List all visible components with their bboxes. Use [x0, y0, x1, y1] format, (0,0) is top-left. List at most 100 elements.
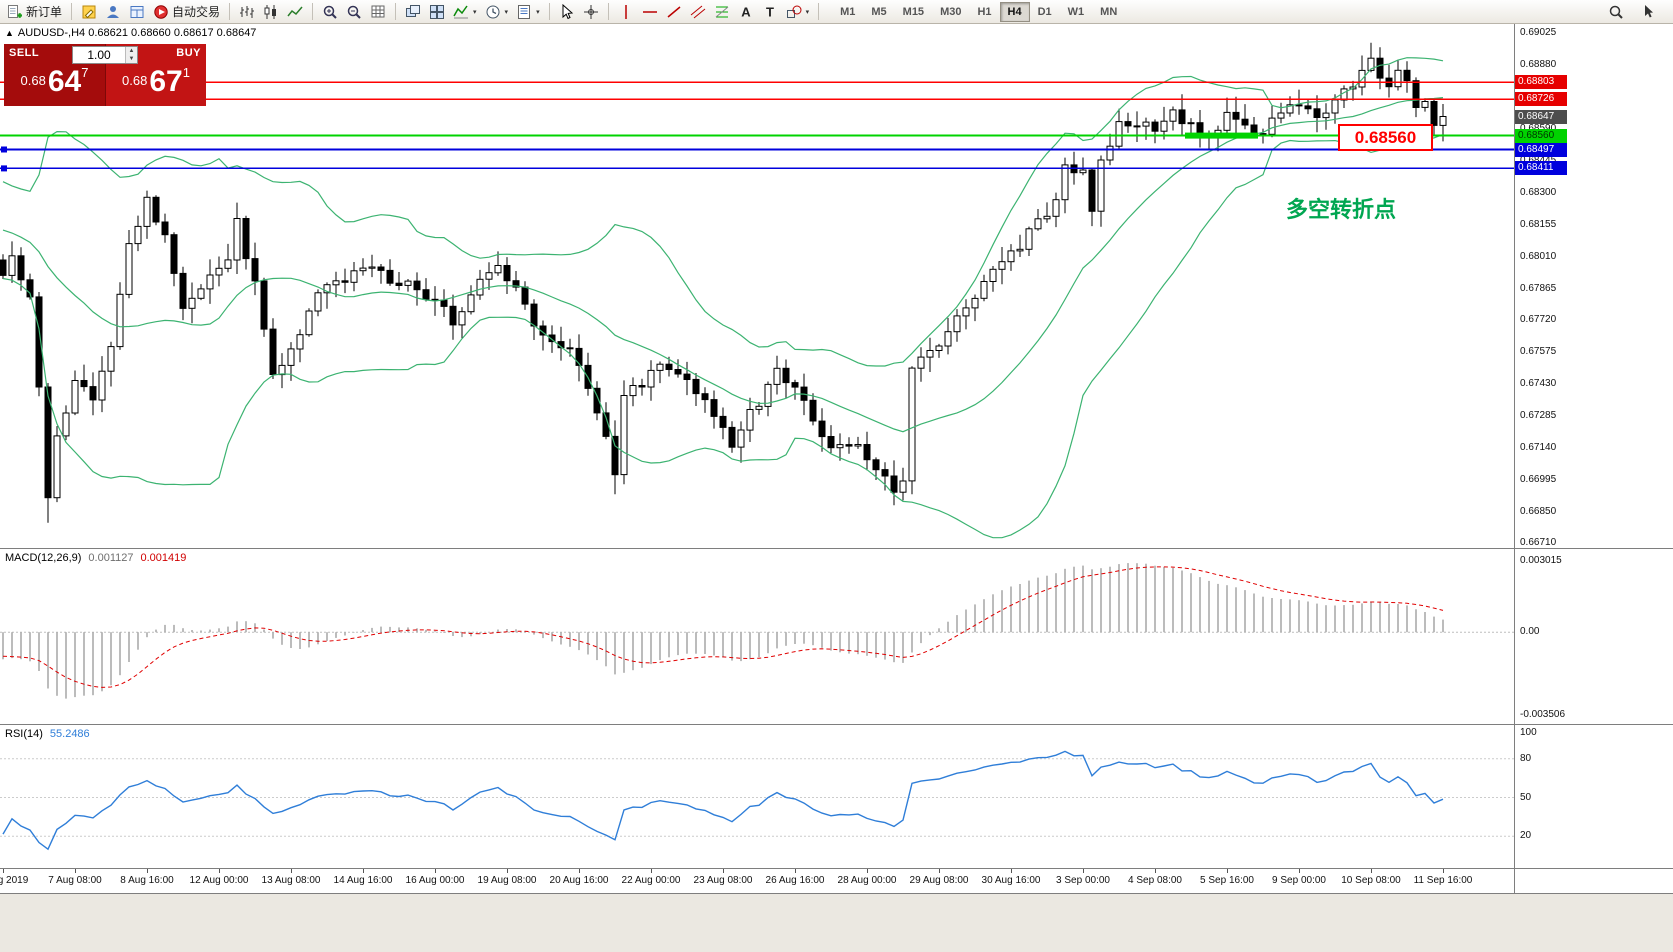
- rsi-indicator-pane[interactable]: RSI(14) 55.2486: [0, 725, 1514, 868]
- candles-icon: [264, 4, 277, 19]
- rsi-name: RSI(14): [5, 728, 43, 740]
- trendline-button[interactable]: [662, 1, 686, 23]
- timeframe-mn-button[interactable]: MN: [1100, 5, 1118, 18]
- templates-button[interactable]: ▾: [512, 1, 544, 23]
- chart-plot-area[interactable]: [0, 24, 1514, 548]
- price-level-label[interactable]: 0.68560: [1338, 124, 1433, 151]
- metaeditor-button[interactable]: [77, 1, 101, 23]
- time-label: 10 Sep 08:00: [1341, 875, 1401, 886]
- crosshair-button[interactable]: [579, 1, 603, 23]
- rsi-axis-label: 50: [1520, 791, 1532, 803]
- line-chart-button[interactable]: [283, 1, 307, 23]
- candlestick-chart-button[interactable]: [259, 1, 283, 23]
- timeframe-m15-button[interactable]: M15: [902, 5, 925, 18]
- volume-up-button[interactable]: ▲: [126, 47, 137, 55]
- profiles-button[interactable]: [101, 1, 125, 23]
- grid-icon: [371, 5, 385, 17]
- time-tick: [219, 869, 220, 873]
- sell-price-pipette: 7: [81, 65, 89, 80]
- data-window-button[interactable]: [125, 1, 149, 23]
- timeframe-m5-button[interactable]: M5: [871, 5, 887, 18]
- tile-windows-button[interactable]: [366, 1, 390, 23]
- cursor-icon: [562, 3, 573, 19]
- time-label: 20 Aug 16:00: [549, 875, 609, 886]
- trade-panel-toggle-icon[interactable]: ▲: [5, 28, 14, 38]
- buy-price-big: 67: [149, 65, 183, 98]
- timeframe-h4-button[interactable]: H4: [999, 1, 1030, 22]
- pane-divider[interactable]: [0, 868, 1673, 869]
- rsi-indicator-label: RSI(14) 55.2486: [5, 728, 90, 740]
- new-order-button[interactable]: 新订单: [3, 0, 66, 23]
- autotrading-icon: [154, 4, 168, 19]
- time-label: 7 Aug 08:00: [48, 875, 102, 886]
- toolbar-button-groups: 新订单 自动交易 ▾ ▾ ▾ A T ▾: [3, 0, 813, 23]
- zoom-out-button[interactable]: [342, 1, 366, 23]
- macd-indicator-label: MACD(12,26,9) 0.001127 0.001419: [5, 552, 186, 564]
- macd-indicator-pane[interactable]: MACD(12,26,9) 0.001127 0.001419: [0, 549, 1514, 724]
- timeframe-w1-button[interactable]: W1: [1067, 5, 1085, 18]
- vertical-line-button[interactable]: [614, 1, 638, 23]
- chart-ohlc-header: ▲ AUDUSD-,H4 0.68621 0.68660 0.68617 0.68…: [5, 27, 256, 39]
- arrows-button[interactable]: ▾: [782, 1, 814, 23]
- horizontal-line-button[interactable]: [638, 1, 662, 23]
- clock-icon: [486, 5, 500, 18]
- price-axis-label: 0.67285: [1520, 410, 1557, 422]
- volume-down-button[interactable]: ▼: [126, 55, 137, 63]
- macd-axis-label: -0.003506: [1520, 709, 1566, 720]
- cursor-button[interactable]: [555, 1, 579, 23]
- autotrading-button[interactable]: 自动交易: [149, 0, 224, 23]
- cascade-icon: [406, 4, 421, 17]
- time-tick: [795, 869, 796, 873]
- timeframe-m30-button[interactable]: M30: [940, 5, 962, 18]
- timeframe-m1-button[interactable]: M1: [840, 5, 856, 18]
- pointer-icon: [1645, 4, 1653, 17]
- dropdown-caret-icon: ▾: [805, 8, 810, 16]
- timeframe-h1-button[interactable]: H1: [977, 5, 992, 18]
- indicators-icon: [453, 5, 469, 18]
- bar-chart-button[interactable]: [235, 1, 259, 23]
- pane-divider[interactable]: [0, 724, 1673, 725]
- price-axis-label: 0.68880: [1520, 59, 1557, 71]
- text-label-button[interactable]: T: [758, 1, 782, 23]
- periods-button[interactable]: ▾: [481, 1, 513, 23]
- dropdown-caret-icon: ▾: [473, 8, 477, 16]
- price-axis-label: 0.68445: [1520, 154, 1557, 166]
- price-scale[interactable]: 0.690250.688800.687350.685900.684450.683…: [1515, 24, 1673, 893]
- zoom-in-button[interactable]: [318, 1, 342, 23]
- time-label: 9 Sep 00:00: [1272, 875, 1326, 886]
- sell-button[interactable]: SELL 0.68647: [4, 44, 105, 106]
- arrange-windows-button[interactable]: [425, 1, 449, 23]
- time-tick: [363, 869, 364, 873]
- fibonacci-button[interactable]: [710, 1, 734, 23]
- time-tick: [507, 869, 508, 873]
- time-scale[interactable]: 6 Aug 2019 7 Aug 08:00 8 Aug 16:00 12 Aug 0…: [0, 869, 1514, 893]
- one-click-trading-panel: SELL 0.68647 BUY 0.68671 1.00 ▲ ▼: [4, 44, 206, 106]
- volume-input[interactable]: 1.00 ▲ ▼: [72, 46, 138, 64]
- cascade-windows-button[interactable]: [401, 1, 425, 23]
- indicators-button[interactable]: ▾: [449, 1, 481, 23]
- rsi-plot-area[interactable]: [0, 725, 1514, 868]
- macd-plot-area[interactable]: [0, 549, 1514, 724]
- price-chart-pane[interactable]: ▲ AUDUSD-,H4 0.68621 0.68660 0.68617 0.68…: [0, 24, 1514, 548]
- pane-divider[interactable]: [0, 548, 1673, 549]
- metaeditor-icon: [82, 5, 96, 18]
- equidistant-channel-button[interactable]: [686, 1, 710, 23]
- sell-price-prefix: 0.68: [20, 73, 46, 88]
- label-icon: T: [766, 4, 774, 19]
- buy-button[interactable]: BUY 0.68671: [105, 44, 206, 106]
- price-axis-label: 0.66995: [1520, 473, 1557, 485]
- time-label: 12 Aug 00:00: [189, 875, 249, 886]
- time-label: 22 Aug 00:00: [621, 875, 681, 886]
- price-tag: 0.68726: [1515, 92, 1567, 107]
- search-button[interactable]: [1604, 1, 1628, 23]
- vline-icon: [624, 4, 627, 19]
- pointer-button[interactable]: [1636, 1, 1660, 23]
- main-toolbar: 新订单 自动交易 ▾ ▾ ▾ A T ▾ M1 M5 M15 M30 H1 H4 D1 W1 MN: [0, 0, 1673, 24]
- timeframe-d1-button[interactable]: D1: [1037, 5, 1052, 18]
- time-label: 11 Sep 16:00: [1413, 875, 1473, 886]
- time-tick: [867, 869, 868, 873]
- text-button[interactable]: A: [734, 1, 758, 23]
- chinese-annotation[interactable]: 多空转折点: [1286, 197, 1397, 222]
- status-strip: [0, 894, 1673, 952]
